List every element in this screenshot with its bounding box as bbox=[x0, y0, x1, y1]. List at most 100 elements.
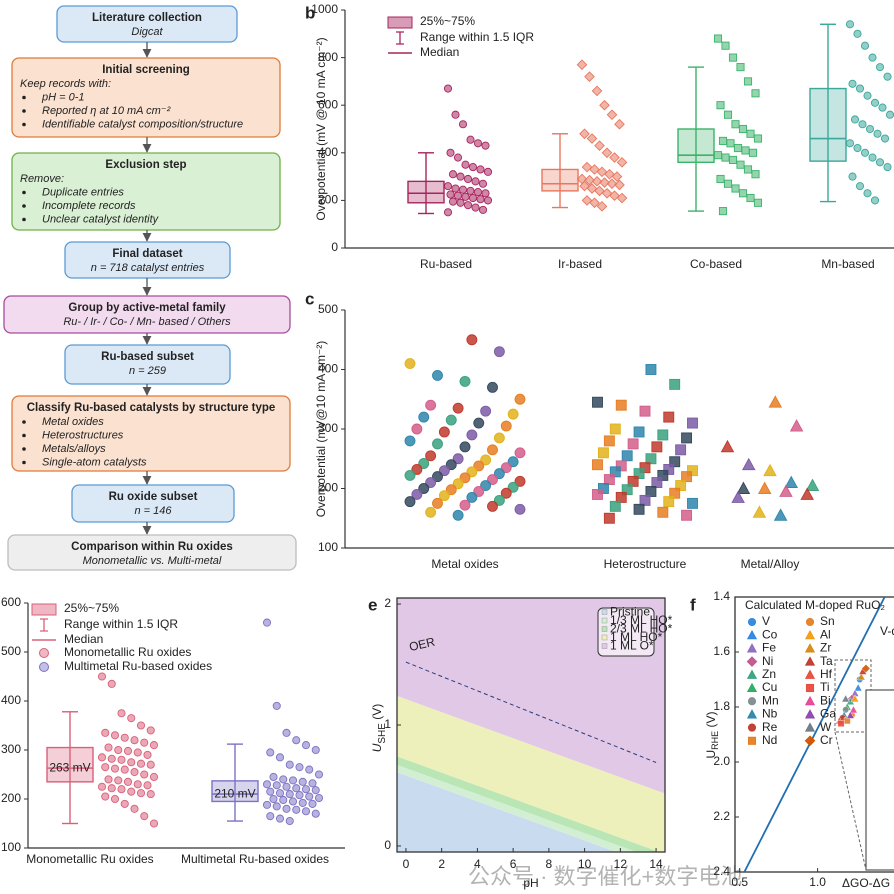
point bbox=[425, 399, 437, 411]
x-tick-label: 0 bbox=[403, 857, 410, 871]
flow-box bbox=[11, 57, 281, 138]
point bbox=[848, 79, 857, 88]
legend-label: Ti bbox=[820, 680, 830, 694]
legend-label: W bbox=[820, 720, 832, 734]
legend-swatch bbox=[39, 648, 49, 658]
point bbox=[614, 179, 625, 191]
legend-label: Nd bbox=[762, 733, 777, 747]
point bbox=[875, 63, 885, 72]
legend-swatch bbox=[805, 683, 815, 693]
point bbox=[425, 506, 437, 518]
point bbox=[130, 768, 139, 777]
point bbox=[473, 460, 485, 472]
x-axis-title: ΔGO-ΔG bbox=[842, 876, 890, 890]
point bbox=[301, 785, 311, 794]
point bbox=[295, 791, 304, 800]
y-tick-label: 0 bbox=[331, 240, 338, 254]
point bbox=[594, 185, 605, 197]
legend-label: Al bbox=[820, 627, 831, 641]
legend-swatch bbox=[601, 634, 608, 641]
bullet-dot bbox=[22, 420, 26, 424]
point bbox=[285, 790, 294, 799]
legend-label: Co bbox=[762, 627, 778, 641]
x-tick-label: 12 bbox=[614, 857, 628, 871]
legend-label: 25%~75% bbox=[64, 601, 119, 615]
point bbox=[466, 334, 478, 346]
point bbox=[117, 755, 126, 764]
point bbox=[863, 91, 872, 100]
point bbox=[266, 812, 275, 821]
point bbox=[282, 782, 291, 791]
point bbox=[500, 462, 512, 474]
point bbox=[736, 160, 745, 169]
point bbox=[873, 129, 882, 138]
point bbox=[716, 174, 725, 184]
point bbox=[452, 478, 464, 490]
box bbox=[211, 780, 259, 803]
point bbox=[458, 120, 468, 129]
flow-bullet: pH = 0-1 bbox=[41, 91, 85, 103]
point bbox=[657, 469, 669, 481]
point bbox=[576, 59, 588, 71]
legend-swatch bbox=[387, 16, 413, 29]
point bbox=[136, 759, 146, 768]
point bbox=[272, 802, 281, 811]
point bbox=[411, 464, 423, 475]
legend-label: Median bbox=[420, 45, 459, 59]
point bbox=[282, 728, 291, 737]
point bbox=[753, 134, 763, 143]
y-tick-label: 200 bbox=[1, 791, 21, 805]
point bbox=[432, 497, 443, 509]
point bbox=[453, 191, 463, 200]
y-tick-label: 200 bbox=[318, 481, 338, 495]
point bbox=[800, 487, 814, 500]
point bbox=[140, 738, 149, 747]
point bbox=[269, 772, 278, 782]
point bbox=[589, 164, 600, 175]
legend-swatch bbox=[601, 643, 608, 649]
point bbox=[581, 195, 593, 206]
point bbox=[262, 618, 272, 627]
point bbox=[120, 733, 129, 742]
point bbox=[753, 198, 763, 207]
x-tick-label: 0.5 bbox=[731, 875, 748, 889]
x-tick-label: Mn-based bbox=[821, 257, 874, 271]
point bbox=[669, 456, 681, 468]
point bbox=[615, 460, 627, 472]
point bbox=[746, 193, 755, 203]
point bbox=[463, 201, 473, 210]
point bbox=[279, 795, 288, 805]
point bbox=[272, 781, 281, 790]
point bbox=[603, 435, 615, 447]
y-axis-title-part: U bbox=[370, 743, 384, 752]
point bbox=[639, 462, 651, 474]
legend-swatch bbox=[40, 618, 48, 632]
point bbox=[473, 417, 485, 429]
legend-swatch bbox=[601, 617, 608, 624]
point bbox=[736, 63, 745, 72]
point bbox=[445, 459, 457, 471]
point bbox=[633, 468, 645, 480]
legend-swatch bbox=[746, 629, 758, 640]
point bbox=[314, 770, 324, 779]
y-tick-label: 2.0 bbox=[713, 754, 730, 768]
legend-title: Calculated M-doped RuO₂ bbox=[745, 598, 885, 612]
legend-swatch bbox=[601, 609, 608, 615]
point bbox=[101, 728, 110, 737]
point bbox=[110, 731, 120, 740]
point bbox=[669, 378, 681, 390]
point bbox=[146, 790, 155, 799]
point bbox=[478, 205, 488, 214]
legend-label: Monometallic Ru oxides bbox=[64, 645, 191, 659]
point bbox=[720, 439, 735, 453]
point bbox=[262, 800, 272, 809]
point bbox=[471, 203, 480, 212]
point bbox=[97, 753, 107, 762]
point bbox=[438, 426, 450, 438]
point bbox=[868, 153, 877, 162]
point bbox=[718, 136, 728, 145]
point bbox=[110, 764, 120, 773]
point bbox=[107, 784, 116, 793]
point bbox=[675, 444, 687, 456]
point bbox=[480, 480, 492, 491]
